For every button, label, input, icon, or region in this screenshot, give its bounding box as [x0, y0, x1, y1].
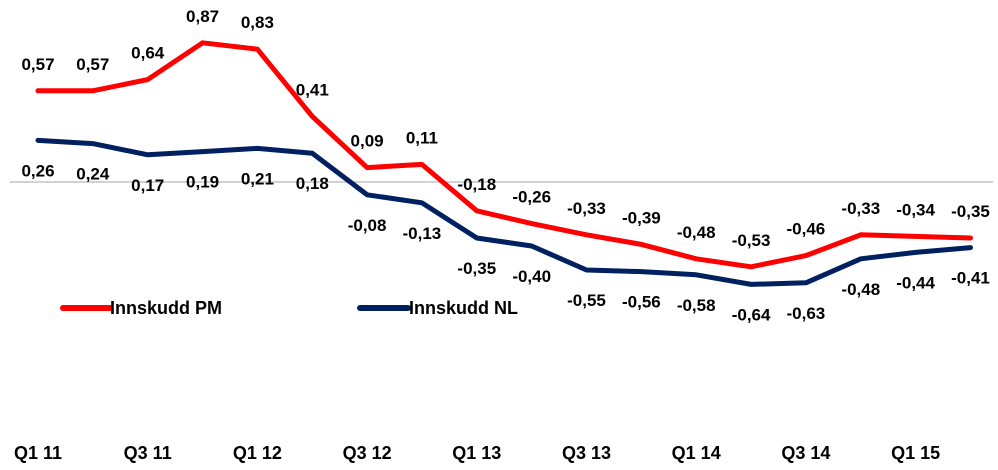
x-tick-label-3: Q1 12 — [233, 443, 282, 463]
data-label-series-1-12: -0,39 — [622, 208, 661, 227]
data-label-series-2-9: -0,35 — [457, 259, 496, 278]
data-label-series-1-13: -0,48 — [677, 223, 716, 242]
data-label-series-2-15: -0,63 — [787, 304, 826, 323]
data-label-series-2-10: -0,40 — [512, 267, 551, 286]
x-tick-label-5: Q1 13 — [452, 443, 501, 463]
data-label-series-1-8: 0,11 — [406, 128, 438, 147]
data-label-series-1-7: 0,09 — [351, 132, 384, 151]
data-label-series-1-5: 0,83 — [241, 13, 274, 32]
data-label-series-2-8: -0,13 — [403, 224, 442, 243]
data-label-series-2-2: 0,24 — [76, 165, 110, 184]
legend-label-2: Innskudd NL — [409, 298, 518, 318]
data-label-series-2-3: 0,17 — [131, 176, 164, 195]
data-label-series-1-6: 0,41 — [296, 80, 329, 99]
data-label-series-2-7: -0,08 — [348, 216, 387, 235]
series-line-2 — [35, 137, 973, 287]
data-label-series-1-15: -0,46 — [787, 220, 826, 239]
x-tick-label-4: Q3 12 — [343, 443, 392, 463]
data-label-series-1-4: 0,87 — [186, 7, 219, 26]
data-label-series-1-10: -0,26 — [512, 188, 551, 207]
data-label-series-1-18: -0,35 — [951, 202, 990, 221]
data-label-series-2-12: -0,56 — [622, 293, 661, 312]
x-tick-label-9: Q1 15 — [891, 443, 940, 463]
data-label-series-1-1: 0,57 — [21, 55, 54, 74]
data-label-series-2-13: -0,58 — [677, 296, 716, 315]
data-label-series-2-11: -0,55 — [567, 291, 606, 310]
series-line-1 — [35, 40, 973, 270]
data-label-series-2-4: 0,19 — [186, 173, 219, 192]
legend-label-1: Innskudd PM — [110, 298, 222, 318]
x-tick-label-1: Q1 11 — [14, 443, 62, 463]
x-tick-label-2: Q3 11 — [124, 443, 172, 463]
data-label-series-1-9: -0,18 — [457, 175, 496, 194]
x-tick-label-8: Q3 14 — [781, 443, 830, 463]
data-label-series-1-17: -0,34 — [896, 200, 935, 219]
x-tick-label-7: Q1 14 — [672, 443, 721, 463]
data-label-series-1-16: -0,33 — [841, 199, 880, 218]
data-label-series-1-14: -0,53 — [732, 231, 771, 250]
x-tick-label-6: Q3 13 — [562, 443, 611, 463]
data-label-series-1-11: -0,33 — [567, 199, 606, 218]
data-label-series-1-2: 0,57 — [76, 55, 109, 74]
data-label-series-2-14: -0,64 — [732, 305, 771, 324]
data-label-series-2-18: -0,41 — [951, 269, 990, 288]
data-label-series-2-5: 0,21 — [241, 169, 274, 188]
data-label-series-2-16: -0,48 — [841, 280, 880, 299]
data-label-series-1-3: 0,64 — [131, 44, 165, 63]
data-label-series-2-17: -0,44 — [896, 273, 935, 292]
data-label-series-2-6: 0,18 — [296, 174, 329, 193]
data-label-series-2-1: 0,26 — [21, 161, 54, 180]
